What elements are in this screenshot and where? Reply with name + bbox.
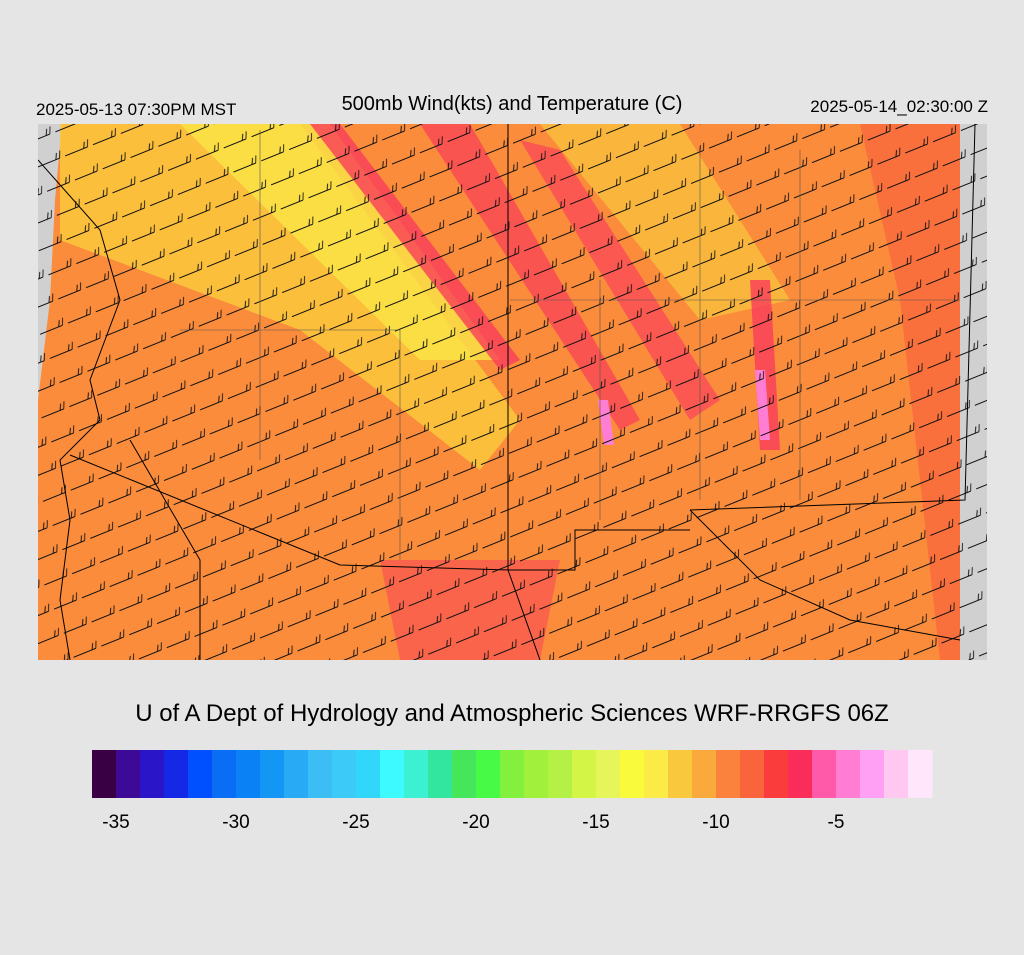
tick-label: -35 <box>102 812 129 833</box>
credit: U of A Dept of Hydrology and Atmospheric… <box>135 700 889 727</box>
color-swatch <box>236 750 261 798</box>
color-swatch <box>260 750 285 798</box>
color-swatch <box>860 750 885 798</box>
tick-label: -5 <box>828 812 845 833</box>
color-swatch <box>284 750 309 798</box>
color-swatch <box>908 750 933 798</box>
color-swatch <box>380 750 405 798</box>
color-swatch <box>140 750 165 798</box>
tick-label: -15 <box>582 812 609 833</box>
color-swatch <box>644 750 669 798</box>
color-swatch <box>476 750 501 798</box>
color-swatch <box>668 750 693 798</box>
valid-utc-time: 2025-05-14_02:30:00 Z <box>810 97 988 116</box>
color-swatch <box>116 750 141 798</box>
color-swatch <box>212 750 237 798</box>
tick-label: -10 <box>702 812 729 833</box>
valid-local-time: 2025-05-13 07:30PM MST <box>36 100 236 119</box>
color-swatch <box>332 750 357 798</box>
color-swatch <box>692 750 717 798</box>
wind-barbs <box>38 124 987 660</box>
color-swatch <box>572 750 597 798</box>
colorbar: -35 -30 -25 -20 -15 -10 -5 <box>92 750 933 833</box>
color-swatch <box>428 750 453 798</box>
color-swatch <box>836 750 861 798</box>
tick-label: -25 <box>342 812 369 833</box>
color-swatch <box>812 750 837 798</box>
color-swatch <box>716 750 741 798</box>
color-swatch <box>620 750 645 798</box>
color-swatch <box>596 750 621 798</box>
color-swatch <box>788 750 813 798</box>
color-swatch <box>884 750 909 798</box>
color-swatch <box>92 750 117 798</box>
county-lines <box>180 130 960 560</box>
color-swatch <box>404 750 429 798</box>
tick-label: -30 <box>222 812 249 833</box>
tick-label: -20 <box>462 812 489 833</box>
map <box>38 124 987 660</box>
borders <box>38 124 976 660</box>
color-swatch <box>500 750 525 798</box>
color-swatch <box>452 750 477 798</box>
color-swatch <box>308 750 333 798</box>
color-swatch <box>356 750 381 798</box>
color-swatch <box>188 750 213 798</box>
color-swatch <box>164 750 189 798</box>
color-swatch <box>740 750 765 798</box>
color-swatch <box>548 750 573 798</box>
color-swatch <box>764 750 789 798</box>
map-title: 500mb Wind(kts) and Temperature (C) <box>342 93 683 115</box>
color-swatch <box>524 750 549 798</box>
